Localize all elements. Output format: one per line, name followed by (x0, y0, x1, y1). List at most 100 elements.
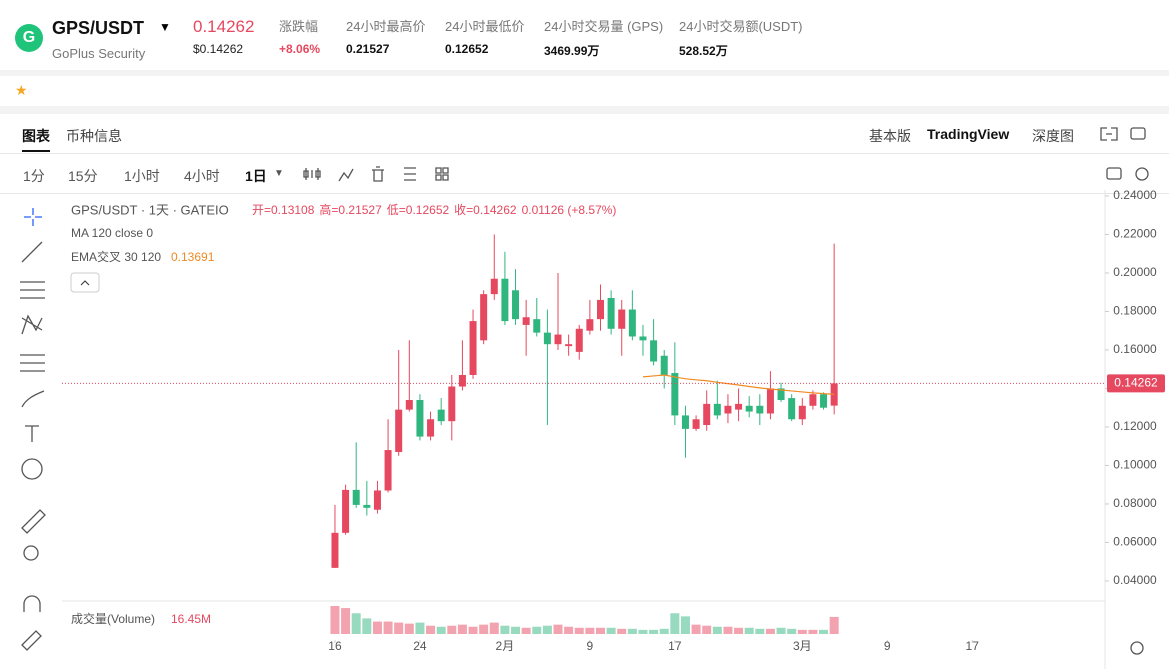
tab[interactable]: 币种信息 (66, 128, 122, 144)
candle-body (830, 383, 838, 406)
x-tick-label: 17 (966, 639, 980, 653)
camera-icon[interactable] (1106, 167, 1122, 180)
volume-bar (797, 629, 807, 634)
ma-label: MA 120 close 0 (71, 226, 153, 240)
candle-body (522, 317, 530, 325)
volume-bar (680, 616, 690, 634)
legend-values: 开=0.13108 高=0.21527 低=0.12652 收=0.14262 0.01… (252, 202, 616, 217)
candle-body (501, 278, 509, 322)
candle-body (533, 319, 541, 333)
toolbar-icons (20, 127, 1149, 655)
view[interactable]: 基本版 (869, 128, 911, 144)
candle-icon[interactable] (303, 168, 321, 180)
x-tick-label: 3月 (793, 639, 812, 653)
price-usd: $0.14262 (193, 42, 244, 56)
candle-body (650, 340, 658, 362)
stat-label: 24小时最高价 (346, 19, 426, 34)
text-tool[interactable] (25, 425, 39, 442)
chart-panel: 图表 币种信息 基本版 TradingView 深度图 1分 15分 1小时 4… (0, 114, 1169, 669)
tab[interactable]: 图表 (22, 128, 50, 144)
candle-body (373, 490, 381, 510)
stat-label: 涨跌幅 (279, 19, 319, 34)
candle-body (628, 309, 636, 337)
line-tool[interactable] (21, 241, 43, 263)
grid-icon[interactable] (435, 167, 449, 181)
view[interactable]: 深度图 (1032, 128, 1074, 144)
x-tick-label: 17 (668, 639, 682, 653)
zoom-tool[interactable] (23, 545, 39, 561)
volume-bar (415, 622, 425, 634)
crosshair-tool[interactable] (24, 208, 42, 226)
trash-icon[interactable] (372, 166, 384, 182)
volume-bar (776, 627, 786, 634)
candle-body (395, 409, 403, 452)
x-tick-label: 9 (587, 639, 594, 653)
collapse-icon (80, 280, 90, 286)
magnet-tool[interactable] (23, 595, 41, 612)
interval[interactable]: 1日 (245, 168, 267, 184)
candle-body (713, 403, 721, 416)
volume-bar (617, 628, 627, 634)
interval[interactable]: 4小时 (184, 168, 220, 184)
emoji-tool[interactable] (21, 458, 43, 480)
volume-bar (426, 625, 436, 634)
volume-bar (564, 626, 574, 634)
interval-arrow[interactable]: ▼ (274, 168, 284, 179)
brush-tool[interactable] (21, 390, 45, 408)
candle-body (331, 532, 339, 568)
volume-bar (468, 626, 478, 634)
volume-bar (702, 625, 712, 634)
volume-bar (712, 626, 722, 634)
volume-bar (383, 621, 393, 634)
candle-body (671, 373, 679, 416)
candle-body (766, 388, 774, 414)
candle-body (756, 405, 764, 414)
volume-bar (394, 622, 404, 634)
window-icon[interactable] (1130, 127, 1146, 140)
company: GoPlus Security (52, 46, 146, 61)
dropdown-arrow[interactable]: ▼ (159, 20, 171, 34)
x-tick-label: 24 (413, 639, 427, 653)
interval[interactable]: 1小时 (124, 168, 160, 184)
price: 0.14262 (193, 17, 255, 36)
symbol[interactable]: GPS/USDT (52, 18, 145, 38)
legend-close: 收=0.14262 (454, 203, 517, 217)
interval[interactable]: 15分 (68, 168, 98, 184)
candle-body (490, 278, 498, 295)
pattern-tool[interactable] (21, 314, 43, 335)
volume-bar (627, 628, 637, 634)
candle-body (692, 419, 700, 429)
candle-body (384, 450, 392, 491)
volume-bar (362, 618, 372, 634)
volume-bar (744, 627, 754, 634)
stat-value: 0.21527 (346, 42, 390, 56)
volume-bar (351, 613, 361, 634)
settings-icon[interactable] (1135, 167, 1149, 181)
candle-body (745, 405, 753, 412)
candle-body (416, 400, 424, 437)
candle-body (735, 403, 743, 410)
volume-bar (765, 628, 775, 634)
y-tick-label: 0.24000 (1113, 188, 1157, 202)
candle-body (405, 400, 413, 410)
y-tick-label: 0.20000 (1113, 265, 1157, 279)
view[interactable]: TradingView (927, 126, 1010, 142)
settings-icon[interactable] (1130, 641, 1144, 655)
y-tick-label: 0.18000 (1113, 304, 1157, 318)
fib-tool[interactable] (20, 281, 45, 299)
candle-body (820, 394, 828, 408)
candle-body (660, 355, 668, 375)
volume-value: 16.45M (171, 612, 211, 626)
last-price-tag (1107, 374, 1165, 393)
indicator-icon[interactable] (338, 168, 354, 182)
projection-tool[interactable] (20, 354, 45, 372)
candle-body (512, 290, 520, 320)
pencil-tool[interactable] (21, 630, 42, 651)
fullscreen-icon[interactable] (1100, 127, 1118, 141)
favorites-bar: ★ (0, 76, 1169, 106)
interval[interactable]: 1分 (23, 168, 45, 184)
collapse-button[interactable] (70, 272, 100, 293)
star[interactable]: ★ (15, 82, 28, 98)
list-icon[interactable] (404, 167, 416, 181)
ruler-tool[interactable] (21, 509, 46, 534)
